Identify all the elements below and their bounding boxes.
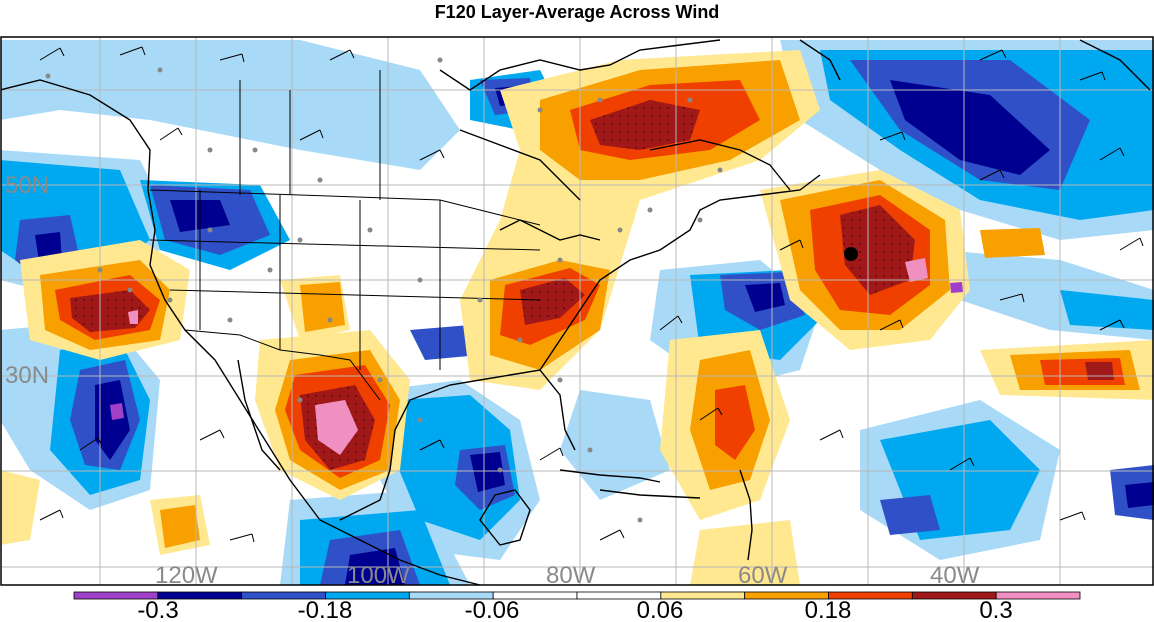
extreme-positive-region <box>905 258 928 282</box>
deep-negative-region <box>95 380 130 460</box>
lon-label-100w: 100W <box>347 562 410 589</box>
colorbar-tick-label: -0.18 <box>298 597 353 622</box>
deep-negative-region <box>890 80 1050 175</box>
colorbar-tick-label: 0.06 <box>637 597 684 622</box>
lat-label-30n: 30N <box>5 362 49 389</box>
colorbar <box>73 591 1081 600</box>
extreme-positive-region <box>315 400 358 455</box>
colorbar-tick-label: -0.3 <box>137 597 178 622</box>
deep-negative-region <box>745 283 785 312</box>
colorbar-tick-label: 0.3 <box>979 597 1012 622</box>
deep-negative-region <box>1125 482 1154 508</box>
lon-label-120w: 120W <box>155 562 218 589</box>
colorbar-tick-label: -0.06 <box>465 597 520 622</box>
mid-negative-region <box>410 325 480 360</box>
station-markers <box>45 57 723 523</box>
lat-label-50n: 50N <box>5 172 49 199</box>
light-positive-region <box>160 505 200 548</box>
light-negative-region <box>1060 290 1154 330</box>
pale-positive-region <box>1 470 40 545</box>
mid-negative-region <box>880 495 940 535</box>
colorbar-ticks: -0.3 -0.18 -0.06 0.06 0.18 0.3 <box>137 597 1012 622</box>
light-positive-region <box>300 282 345 332</box>
wind-barbs <box>39 46 1144 543</box>
extreme-negative-region <box>950 282 963 293</box>
lon-label-80w: 80W <box>546 562 596 589</box>
deep-positive-region <box>1085 362 1114 380</box>
pale-negative-region <box>1 40 460 170</box>
highlight-point <box>844 247 858 261</box>
deep-negative-region <box>470 452 505 492</box>
mid-positive-region <box>715 385 755 460</box>
lon-label-40w: 40W <box>930 562 980 589</box>
page-title: F120 Layer-Average Across Wind <box>434 2 720 22</box>
pale-negative-region <box>560 390 670 500</box>
lon-label-60w: 60W <box>738 562 788 589</box>
colorbar-segment <box>995 591 1081 600</box>
map-frame <box>0 36 1154 586</box>
stipple-overlay <box>70 100 915 470</box>
light-positive-region <box>980 228 1045 258</box>
extreme-positive-region <box>128 310 138 324</box>
extreme-negative-region <box>110 403 124 420</box>
colorbar-tick-label: 0.18 <box>805 597 852 622</box>
political-borders <box>149 70 541 401</box>
